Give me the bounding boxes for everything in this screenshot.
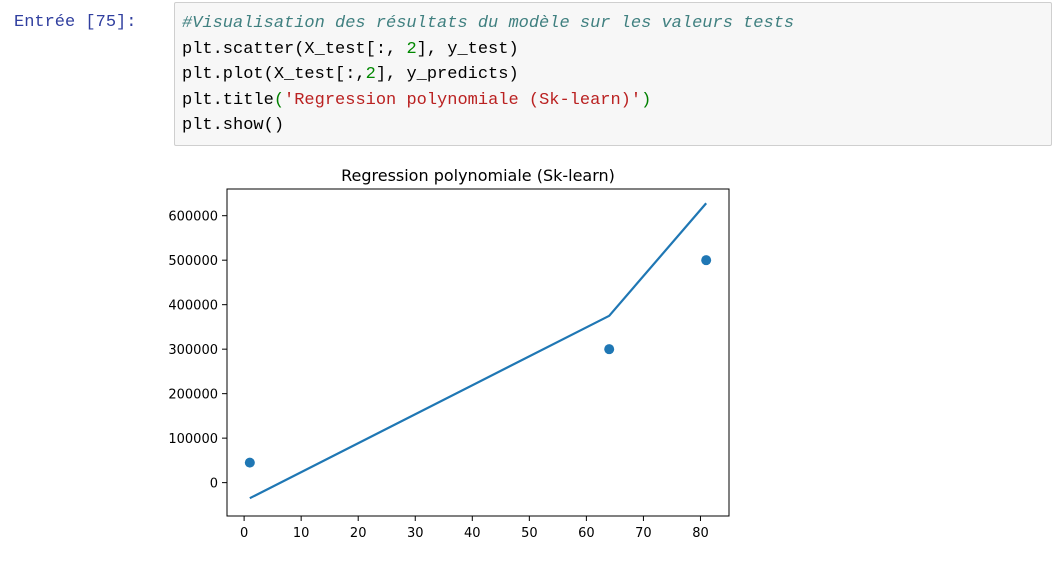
code-line-plot: plt.plot(X_test[:,2], y_predicts) [182,65,519,84]
axis-ticks: 0 10 20 30 40 50 60 70 80 0 100000 200000 300000 4000… [168,210,708,541]
y-tick-label: 600000 [168,210,218,225]
code-line-scatter: plt.scatter(X_test[:, 2], y_test) [182,39,519,59]
y-tick-label: 500000 [168,254,218,269]
x-tick-label: 30 [407,526,424,541]
code-line-show: plt.show() [182,116,285,135]
x-tick-label: 0 [240,526,248,541]
scatter-point [701,255,712,266]
x-tick-label: 70 [635,526,652,541]
y-tick-label: 300000 [168,343,218,358]
y-tick-label: 100000 [168,432,218,447]
x-tick-label: 10 [293,526,310,541]
x-tick-label: 80 [692,526,709,541]
chart-svg: Regression polynomiale (Sk-learn) 0 10 20 3… [168,166,730,541]
scatter-point [604,344,615,355]
cell-prompt: Entrée [75]: [14,13,137,32]
chart-title: Regression polynomiale (Sk-learn) [341,166,615,185]
code-line-title: plt.title('Regression polynomiale (Sk-le… [182,90,652,110]
code-cell-input[interactable]: #Visualisation des résultats du modèle s… [174,2,1052,146]
x-tick-label: 20 [350,526,367,541]
x-tick-label: 40 [464,526,481,541]
scatter-point [244,457,255,468]
y-tick-label: 400000 [168,299,218,314]
code-editor[interactable]: #Visualisation des résultats du modèle s… [182,11,794,139]
plot-frame [226,188,730,517]
output-chart: Regression polynomiale (Sk-learn) 0 10 20 3… [0,150,1053,569]
x-tick-label: 50 [521,526,538,541]
y-tick-label: 0 [210,477,218,492]
chart-marks [244,202,712,500]
x-tick-label: 60 [578,526,595,541]
prediction-line [249,202,708,500]
y-tick-label: 200000 [168,388,218,403]
code-comment: #Visualisation des résultats du modèle s… [182,14,795,33]
